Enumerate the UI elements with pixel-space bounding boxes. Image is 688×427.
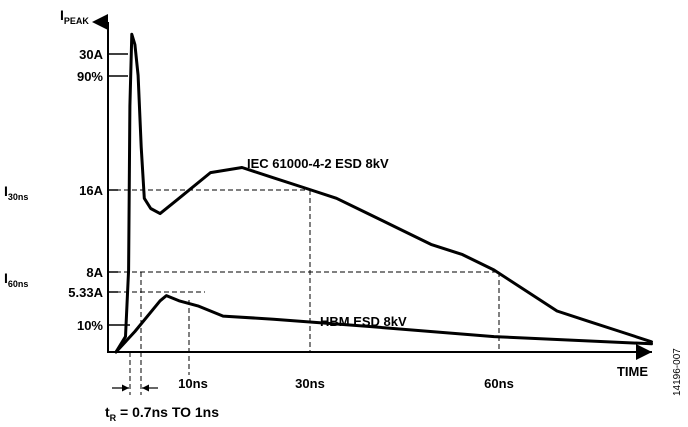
iec-waveform-curve [114, 32, 653, 354]
figure-id: 14196-007 [672, 348, 683, 396]
y-tick-label-10pct: 10% [77, 318, 103, 333]
rise-time-annotation: tR = 0.7ns TO 1ns [105, 404, 219, 423]
x-tick-label-30ns: 30ns [295, 376, 325, 391]
series-label-hbm: HBM ESD 8kV [320, 314, 407, 329]
x-axis-title: TIME [617, 364, 648, 379]
hbm-waveform-curve [114, 294, 653, 354]
y-tick-label-5.33A: 5.33A [68, 285, 103, 300]
y-side-label-i30ns: I30ns [4, 183, 28, 202]
y-tick-label-30A: 30A [79, 47, 103, 62]
x-tick-label-10ns: 10ns [178, 376, 208, 391]
series-label-iec: IEC 61000-4-2 ESD 8kV [247, 156, 389, 171]
curves [114, 32, 653, 354]
axes [92, 14, 652, 360]
y-tick-label-8A: 8A [86, 265, 103, 280]
reference-lines [108, 189, 500, 395]
y-tick-label-16A: 16A [79, 183, 103, 198]
x-tick-label-60ns: 60ns [484, 376, 514, 391]
y-side-label-i60ns: I60ns [4, 270, 28, 289]
y-tick-label-90pct: 90% [77, 69, 103, 84]
y-axis-title: IPEAK [60, 7, 89, 26]
